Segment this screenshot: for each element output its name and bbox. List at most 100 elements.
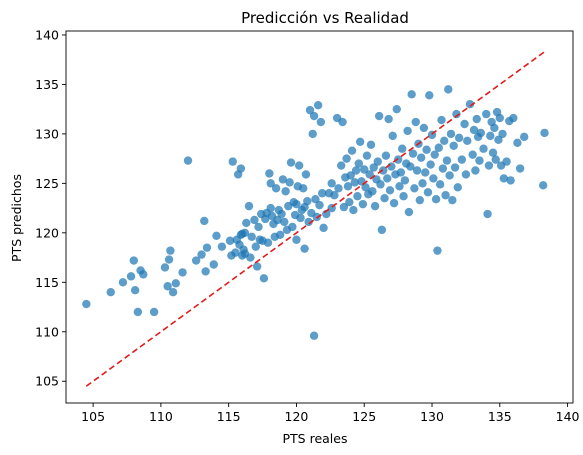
data-point <box>538 181 548 190</box>
data-point <box>330 191 339 200</box>
data-point <box>491 155 500 164</box>
chart-title: Predicción vs Realidad <box>241 9 409 27</box>
data-point <box>513 138 522 147</box>
data-point <box>149 307 159 317</box>
x-tick-label: 140 <box>556 409 580 424</box>
data-point <box>408 149 418 158</box>
data-point <box>240 228 250 238</box>
data-point <box>259 274 269 283</box>
data-point <box>506 176 515 185</box>
y-tick-label: 140 <box>35 27 59 42</box>
data-point <box>475 156 484 165</box>
data-point <box>454 133 464 143</box>
data-point <box>393 155 403 164</box>
data-point <box>242 218 251 228</box>
x-axis-label: PTS reales <box>283 431 348 446</box>
data-point <box>482 109 491 119</box>
data-point <box>370 201 380 211</box>
data-point <box>354 159 364 168</box>
data-point <box>304 217 313 227</box>
data-point <box>244 201 254 211</box>
data-point <box>374 111 384 121</box>
data-point <box>275 230 285 240</box>
data-point <box>278 175 288 184</box>
data-point <box>292 235 301 244</box>
x-axis-ticks: 105 110 115 120 125 130 135 140 <box>81 403 580 424</box>
data-point <box>472 114 481 124</box>
data-point <box>498 129 507 139</box>
x-tick-label: 120 <box>285 409 309 424</box>
data-point <box>296 213 305 223</box>
data-point <box>308 129 317 139</box>
data-point <box>471 166 480 175</box>
data-point <box>197 250 206 259</box>
data-point <box>484 161 494 170</box>
data-point <box>166 246 175 255</box>
data-point <box>406 162 415 171</box>
data-point <box>281 187 290 196</box>
data-point <box>139 270 148 279</box>
data-point <box>277 209 286 219</box>
data-point <box>126 272 136 281</box>
data-point <box>468 150 477 159</box>
data-point <box>349 205 358 215</box>
data-point <box>250 215 259 225</box>
data-point <box>520 132 529 142</box>
data-point <box>361 183 370 192</box>
data-point <box>381 151 391 160</box>
data-point <box>395 182 404 191</box>
data-point <box>450 163 460 172</box>
data-point <box>494 135 503 145</box>
data-point <box>495 113 504 123</box>
data-point <box>435 180 445 189</box>
data-point <box>448 195 457 205</box>
y-tick-label: 120 <box>35 225 59 240</box>
data-point <box>231 248 240 257</box>
data-point <box>509 113 518 123</box>
data-point <box>339 202 349 212</box>
data-point <box>412 166 422 175</box>
y-axis-label: PTS predichos <box>9 174 24 262</box>
data-point <box>441 191 450 200</box>
data-point <box>319 223 328 233</box>
data-point <box>488 148 498 157</box>
data-point <box>457 155 467 164</box>
data-point <box>353 192 362 201</box>
data-point <box>380 194 389 203</box>
data-point <box>515 164 525 173</box>
data-point <box>334 184 343 193</box>
data-point <box>309 331 319 340</box>
data-point <box>305 105 315 115</box>
data-point <box>416 153 426 162</box>
data-point <box>396 168 406 177</box>
data-point <box>383 174 392 183</box>
y-tick-label: 115 <box>35 275 59 290</box>
data-point <box>476 128 486 138</box>
data-point <box>82 299 91 309</box>
data-point <box>225 236 235 245</box>
data-point <box>311 194 320 204</box>
data-point <box>236 164 246 173</box>
data-point <box>263 238 273 247</box>
data-point <box>389 198 399 208</box>
data-point <box>410 184 419 193</box>
data-point <box>118 278 128 287</box>
data-point <box>425 91 434 100</box>
data-point <box>392 104 401 114</box>
data-point <box>365 170 374 179</box>
data-point <box>452 109 461 119</box>
data-point <box>347 146 357 155</box>
data-point <box>419 123 429 133</box>
data-point <box>316 117 326 127</box>
data-point <box>376 180 385 189</box>
data-point <box>273 215 282 225</box>
data-point <box>486 131 495 141</box>
y-tick-label: 135 <box>35 77 59 92</box>
data-point <box>164 255 174 264</box>
x-tick-label: 110 <box>149 409 173 424</box>
data-point <box>327 179 336 188</box>
data-point <box>499 174 509 183</box>
data-point <box>252 262 262 271</box>
data-point <box>313 101 323 110</box>
data-point <box>133 307 143 317</box>
